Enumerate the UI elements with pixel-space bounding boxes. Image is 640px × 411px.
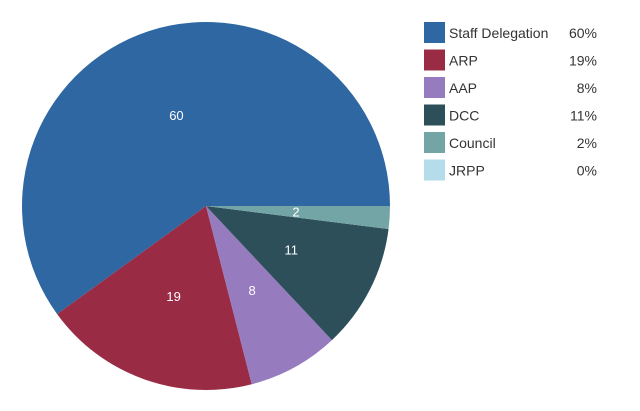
pie-slice-dcc bbox=[206, 206, 389, 341]
slice-label-council: 2 bbox=[292, 205, 299, 220]
slice-label-arp: 19 bbox=[166, 289, 180, 304]
legend-label-aap: AAP bbox=[449, 80, 477, 96]
legend-percent-council: 2% bbox=[577, 135, 597, 151]
pie-slice-labels: 60 19 8 11 2 bbox=[166, 108, 299, 304]
legend-percent-arp: 19% bbox=[569, 53, 597, 69]
legend-percent-aap: 8% bbox=[577, 80, 597, 96]
legend-label-dcc: DCC bbox=[449, 108, 479, 124]
slice-label-staff-delegation: 60 bbox=[169, 108, 183, 123]
legend-swatch-council bbox=[424, 132, 445, 153]
slice-label-aap: 8 bbox=[248, 283, 255, 298]
pie-slice-staff-delegation bbox=[22, 22, 391, 315]
legend-label-council: Council bbox=[449, 135, 496, 151]
pie-slice-aap bbox=[206, 206, 332, 385]
legend-label-staff-delegation: Staff Delegation bbox=[449, 25, 548, 41]
legend-percent-dcc: 11% bbox=[570, 108, 597, 124]
legend-label-jrpp: JRPP bbox=[449, 163, 485, 179]
pie-slice-arp bbox=[57, 206, 252, 390]
legend-percent-jrpp: 0% bbox=[577, 163, 597, 179]
pie-slices bbox=[22, 22, 391, 390]
pie-slice-council bbox=[206, 206, 390, 230]
legend-swatch-staff-delegation bbox=[424, 22, 445, 43]
legend: Staff Delegation 60% ARP 19% AAP 8% DCC 11% Coun… bbox=[424, 22, 597, 181]
legend-swatch-dcc bbox=[424, 104, 445, 126]
legend-swatch-jrpp bbox=[424, 159, 445, 181]
slice-label-dcc: 11 bbox=[285, 242, 299, 257]
legend-label-arp: ARP bbox=[449, 53, 478, 69]
legend-swatch-arp bbox=[424, 49, 445, 71]
legend-percent-staff-delegation: 60% bbox=[569, 25, 597, 41]
legend-swatch-aap bbox=[424, 77, 445, 98]
